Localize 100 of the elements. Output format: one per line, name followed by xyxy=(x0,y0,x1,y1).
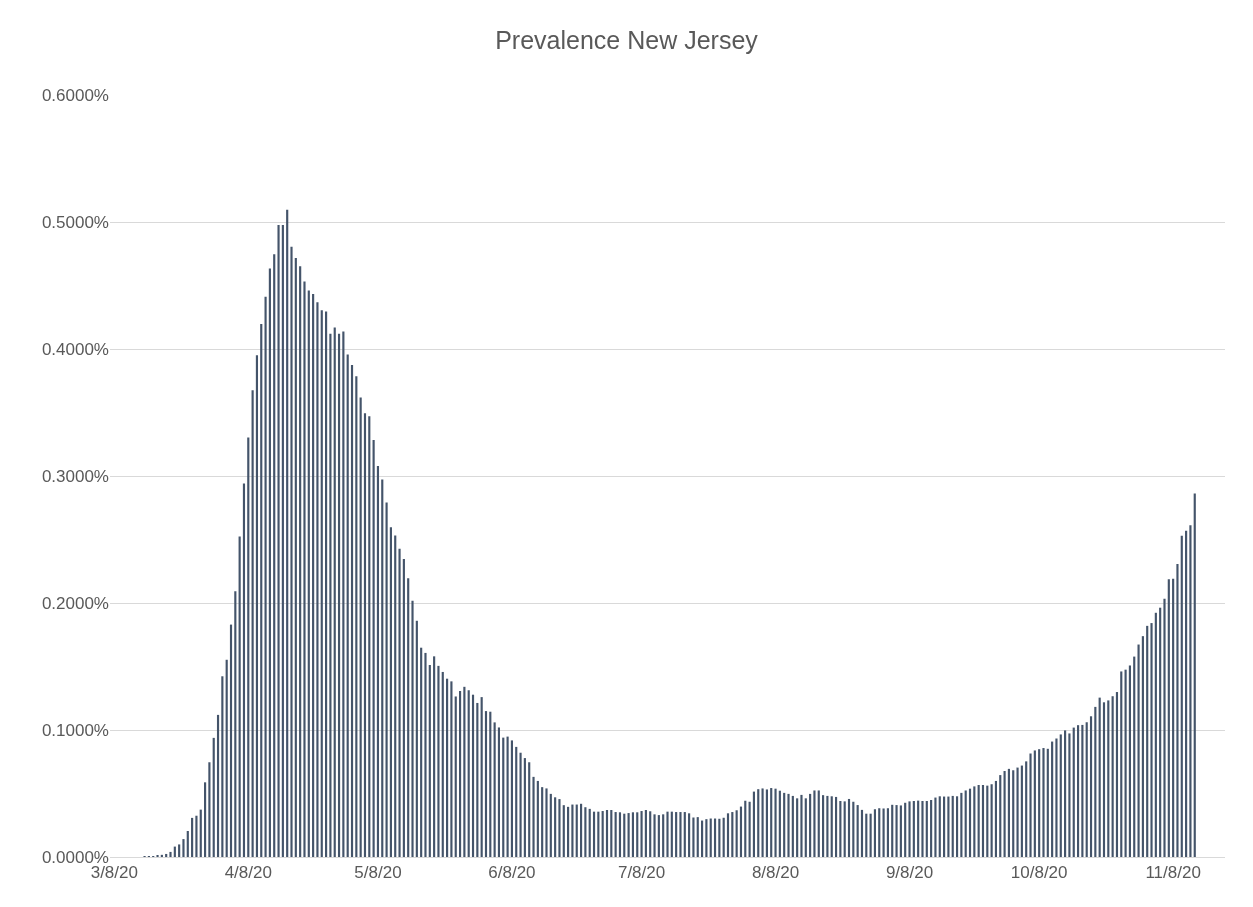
bar xyxy=(930,799,933,857)
bar xyxy=(951,795,954,857)
bar xyxy=(968,788,972,857)
bar xyxy=(908,801,911,857)
bar xyxy=(316,302,319,857)
bar xyxy=(493,722,496,857)
bar xyxy=(912,800,915,857)
bar xyxy=(644,810,647,857)
bar xyxy=(1150,623,1153,857)
bar xyxy=(1076,725,1080,857)
bar xyxy=(1094,706,1097,857)
bar xyxy=(666,811,669,857)
bar xyxy=(592,811,596,857)
bar xyxy=(363,413,367,857)
bar xyxy=(476,702,479,857)
bar xyxy=(796,798,799,857)
bar xyxy=(921,800,924,857)
bar xyxy=(986,785,989,857)
bar xyxy=(787,793,790,857)
bar xyxy=(973,786,976,857)
bar xyxy=(1003,771,1006,857)
bar xyxy=(744,800,747,857)
bar xyxy=(830,796,833,857)
bar xyxy=(195,815,198,857)
bar xyxy=(454,696,457,857)
bar xyxy=(458,691,462,857)
bar xyxy=(299,266,302,857)
bar xyxy=(562,805,565,857)
bar xyxy=(1059,734,1062,857)
bar xyxy=(575,804,578,857)
bar xyxy=(441,671,444,857)
bar xyxy=(675,812,678,857)
bar xyxy=(571,804,574,857)
bar xyxy=(1081,724,1084,857)
bar xyxy=(1025,761,1028,857)
bar xyxy=(791,795,794,857)
bar xyxy=(1020,765,1023,857)
bar xyxy=(376,466,380,857)
bar xyxy=(981,784,985,857)
bar xyxy=(1033,750,1036,857)
bar xyxy=(1068,733,1071,857)
bar xyxy=(1185,530,1188,857)
bar xyxy=(199,809,202,857)
bar xyxy=(515,746,518,857)
bar xyxy=(1120,671,1123,857)
bar xyxy=(186,830,189,857)
bar xyxy=(420,647,423,857)
bar xyxy=(1029,753,1032,857)
bar xyxy=(225,659,228,857)
bar xyxy=(242,483,246,857)
bar xyxy=(355,376,358,857)
bar xyxy=(372,440,375,857)
bar xyxy=(809,793,812,857)
bar xyxy=(342,331,345,857)
bar xyxy=(320,310,323,857)
bar xyxy=(398,548,401,857)
bar xyxy=(519,752,522,857)
bar xyxy=(450,681,453,857)
bar xyxy=(865,813,868,857)
bar xyxy=(1051,741,1054,857)
bar xyxy=(221,676,224,857)
bar xyxy=(610,810,613,857)
bar xyxy=(1072,727,1075,857)
x-tick-label: 6/8/20 xyxy=(488,863,536,883)
bar xyxy=(480,697,483,857)
bar xyxy=(303,281,306,857)
bar xyxy=(588,808,591,857)
x-tick-label: 11/8/20 xyxy=(1145,863,1201,883)
bar xyxy=(696,817,699,857)
bar xyxy=(307,290,310,857)
bar xyxy=(234,591,237,857)
bar xyxy=(735,810,738,857)
bar xyxy=(597,811,600,857)
bar xyxy=(251,390,254,857)
bar xyxy=(873,809,877,857)
bar xyxy=(748,801,751,857)
bar xyxy=(549,793,552,857)
bar xyxy=(891,804,894,857)
bar xyxy=(904,802,907,857)
bar xyxy=(368,416,371,857)
bar xyxy=(770,788,773,857)
bar xyxy=(489,711,492,857)
bar xyxy=(567,806,570,857)
bar xyxy=(977,784,980,857)
bar xyxy=(1159,607,1162,857)
y-tick-label: 0.4000% xyxy=(41,339,109,359)
bar xyxy=(1111,696,1114,857)
bar xyxy=(649,811,652,857)
bar xyxy=(333,327,336,857)
bar xyxy=(312,294,315,857)
bar xyxy=(433,656,436,857)
bar xyxy=(943,796,946,857)
bar xyxy=(886,808,889,857)
bar xyxy=(385,502,388,857)
bar xyxy=(1189,525,1192,857)
bar xyxy=(994,780,998,857)
bar xyxy=(402,559,405,857)
bar xyxy=(640,811,643,857)
bar xyxy=(917,800,920,857)
bar xyxy=(731,812,734,857)
